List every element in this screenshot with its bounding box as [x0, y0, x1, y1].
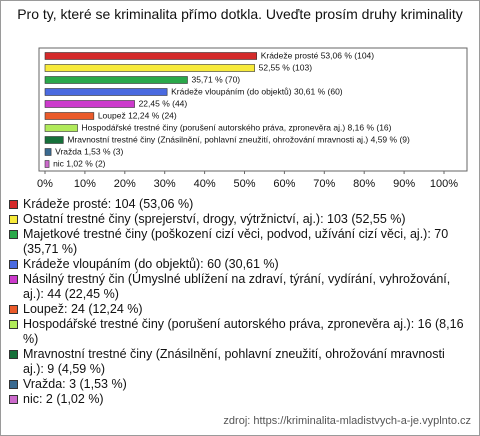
- x-tick-label: 80%: [353, 178, 375, 190]
- x-tick-label: 70%: [313, 178, 335, 190]
- legend-swatch: [9, 215, 18, 224]
- legend-label: Vražda: 3 (1,53 %): [23, 377, 127, 391]
- data-label: Mravnostní trestné činy (Znásilnění, poh…: [67, 134, 410, 144]
- data-label: 35,71 % (70): [191, 74, 240, 84]
- data-label: Hospodářské trestné činy (porušení autor…: [82, 122, 392, 132]
- legend-swatch: [9, 395, 18, 404]
- x-tick-label: 20%: [114, 178, 136, 190]
- data-label: 52,55 % (103): [259, 62, 313, 72]
- legend-swatch: [9, 230, 18, 239]
- x-tick-label: 10%: [74, 178, 96, 190]
- legend-item: Ostatní trestné činy (sprejerství, drogy…: [7, 212, 469, 227]
- x-tick-label: 60%: [273, 178, 295, 190]
- source: zdroj: https://kriminalita-mladistvych-a…: [223, 415, 471, 427]
- legend-item: Loupež: 24 (12,24 %): [7, 302, 469, 317]
- bar: [44, 148, 52, 156]
- legend-item: Násilný trestný čin (Úmyslné ublížení na…: [7, 272, 469, 302]
- x-tick-label: 30%: [154, 178, 176, 190]
- x-tick-label: 100%: [430, 178, 458, 190]
- x-tick-label: 0%: [37, 178, 53, 190]
- legend-item: Mravnostní trestné činy (Znásilnění, poh…: [7, 347, 469, 377]
- legend-item: Majetkové trestné činy (poškození cizí v…: [7, 227, 469, 257]
- legend-swatch: [9, 305, 18, 314]
- chart-title: Pro ty, které se kriminalita přímo dotkl…: [17, 6, 463, 22]
- legend-item: Hospodářské trestné činy (porušení autor…: [7, 317, 469, 347]
- chart: 0% 10% 20% 30% 40% 50% 60% 70% 80% 90% 100% Krádeže…: [37, 47, 468, 190]
- x-tick-label: 90%: [393, 178, 415, 190]
- legend-label: Loupež: 24 (12,24 %): [23, 302, 143, 316]
- bar: [44, 88, 168, 96]
- x-tick-label: 50%: [233, 178, 255, 190]
- legend-item: Krádeže vloupáním (do objektů): 60 (30,6…: [7, 257, 469, 272]
- bar: [44, 52, 258, 60]
- data-label: Vražda 1,53 % (3): [55, 146, 123, 156]
- legend-swatch: [9, 200, 18, 209]
- legend-item: Krádeže prosté: 104 (53,06 %): [7, 197, 469, 212]
- data-label: Krádeže prosté 53,06 % (104): [261, 50, 375, 60]
- legend-swatch: [9, 275, 18, 284]
- legend-item: nic: 2 (1,02 %): [7, 392, 469, 407]
- x-tick-label: 40%: [194, 178, 216, 190]
- legend-label: Krádeže vloupáním (do objektů): 60 (30,6…: [23, 257, 279, 271]
- bar: [44, 124, 78, 132]
- legend-swatch: [9, 260, 18, 269]
- legend-label: Mravnostní trestné činy (Znásilnění, poh…: [23, 347, 445, 376]
- legend-swatch: [9, 350, 18, 359]
- data-label: Loupež 12,24 % (24): [98, 110, 177, 120]
- data-label: Krádeže vloupáním (do objektů) 30,61 % (…: [171, 86, 343, 96]
- legend-label: Majetkové trestné činy (poškození cizí v…: [23, 227, 449, 256]
- legend-label: Krádeže prosté: 104 (53,06 %): [23, 197, 194, 211]
- bar: [44, 100, 135, 108]
- bar: [44, 136, 64, 144]
- bar: [44, 64, 255, 72]
- legend-swatch: [9, 380, 18, 389]
- legend-item: Vražda: 3 (1,53 %): [7, 377, 469, 392]
- legend-label: Násilný trestný čin (Úmyslné ublížení na…: [23, 272, 451, 301]
- bar: [44, 160, 50, 168]
- legend-label: Ostatní trestné činy (sprejerství, drogy…: [23, 212, 406, 226]
- legend-swatch: [9, 320, 18, 329]
- data-label: 22,45 % (44): [139, 98, 188, 108]
- legend-label: nic: 2 (1,02 %): [23, 392, 104, 406]
- legend-label: Hospodářské trestné činy (porušení autor…: [23, 317, 464, 346]
- data-label: nic 1,02 % (2): [53, 158, 106, 168]
- legend: Krádeže prosté: 104 (53,06 %) Ostatní tre…: [7, 197, 469, 407]
- bar: [44, 76, 188, 84]
- bar: [44, 112, 95, 120]
